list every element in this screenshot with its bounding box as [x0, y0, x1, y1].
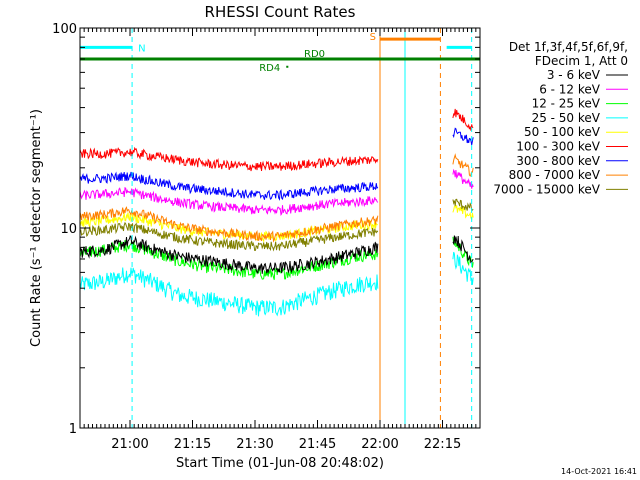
x-tick-label-4: 22:00 — [361, 437, 398, 452]
x-tick-label-2: 21:30 — [236, 437, 273, 452]
x-tick-label-1: 21:15 — [174, 437, 211, 452]
y-tick-label-1: 10 — [60, 222, 77, 237]
flag-label-4: RD4 — [259, 63, 280, 74]
series-line-8 — [79, 198, 474, 252]
legend-label-7: 800 - 7000 keV — [509, 168, 601, 182]
legend-label-2: 12 - 25 keV — [532, 97, 601, 111]
flag-label-3: RD0 — [304, 49, 325, 60]
x-tick-label-0: 21:00 — [111, 437, 148, 452]
y-axis-label: Count Rate (s⁻¹ detector segment⁻¹) — [29, 109, 44, 347]
x-axis-ticks: 21:00 21:15 21:30 21:45 22:00 22:15 — [83, 28, 477, 452]
series-line-7 — [79, 153, 474, 243]
legend-label-3: 25 - 50 keV — [532, 111, 601, 125]
y-tick-label-0: 1 — [69, 422, 77, 437]
chart-title: RHESSI Count Rates — [205, 3, 356, 21]
x-tick-label-5: 22:15 — [424, 437, 461, 452]
y-tick-label-2: 100 — [52, 22, 77, 37]
legend-label-5: 100 - 300 keV — [516, 140, 600, 154]
legend-label-8: 7000 - 15000 keV — [493, 182, 600, 196]
series-line-6 — [79, 127, 474, 201]
legend-label-0: 3 - 6 keV — [547, 68, 601, 82]
series-line-1 — [79, 168, 474, 217]
legend-header-line-2: FDecim 1, Att 0 — [535, 54, 628, 68]
legend-label-1: 6 - 12 keV — [539, 82, 601, 96]
legend: Det 1f,3f,4f,5f,6f,9f, FDecim 1, Att 0 3… — [493, 40, 628, 196]
legend-label-6: 300 - 800 keV — [516, 154, 600, 168]
flag-label-0: N — [138, 43, 145, 54]
footer-timestamp: 14-Oct-2021 16:41 — [561, 467, 637, 476]
x-axis-label: Start Time (01-Jun-08 20:48:02) — [176, 456, 384, 471]
y-axis-ticks: 1 10 100 — [52, 22, 480, 437]
series-line-5 — [79, 108, 474, 172]
series-line-0 — [79, 235, 474, 274]
flag-label-1: S — [370, 32, 376, 43]
legend-label-4: 50 - 100 keV — [524, 125, 601, 139]
x-tick-label-3: 21:45 — [299, 437, 336, 452]
series-line-3 — [79, 251, 474, 317]
legend-header-line-1: Det 1f,3f,4f,5f,6f,9f, — [509, 40, 628, 54]
